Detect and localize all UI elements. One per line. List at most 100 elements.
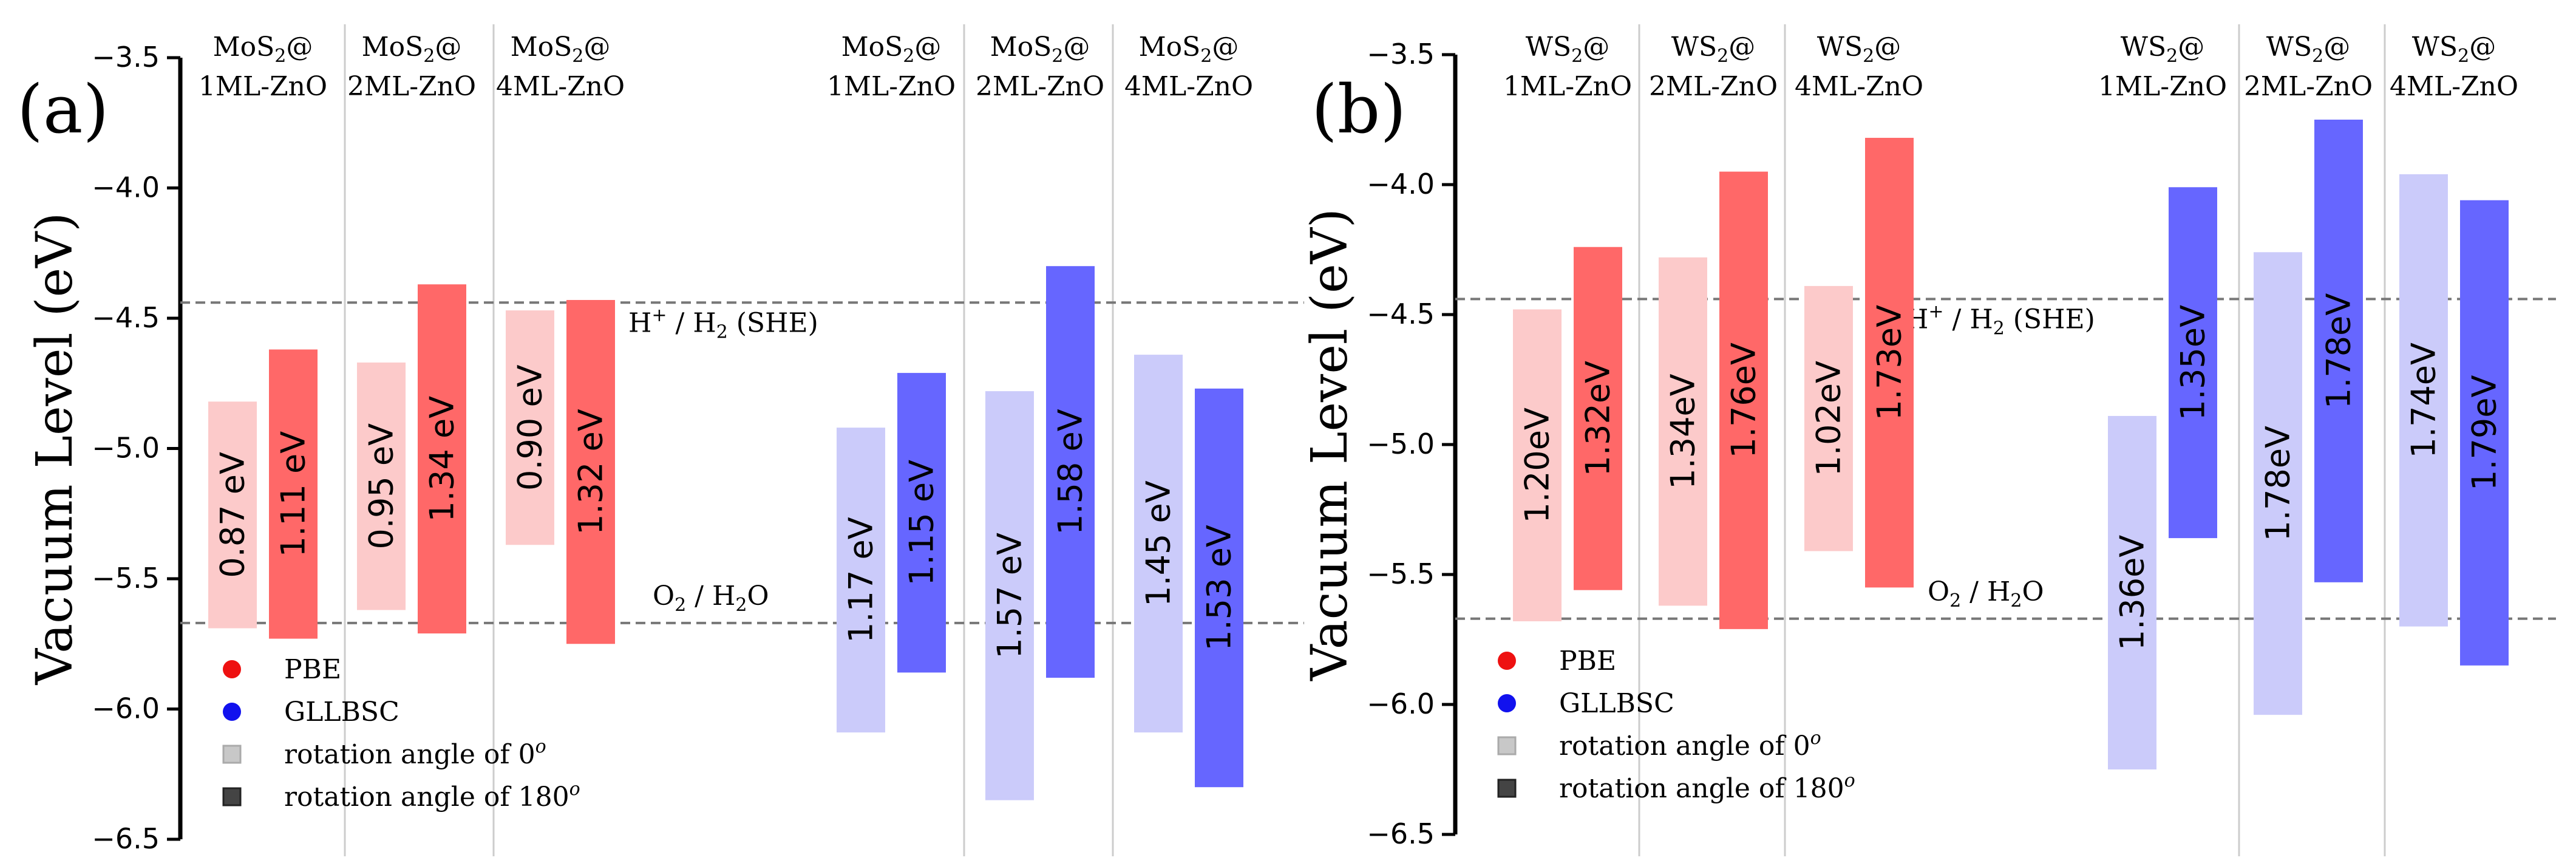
group-header-substrate: 4ML-ZnO [496,71,625,102]
y-tick-label: −5.0 [1367,428,1435,460]
y-tick-label: −5.5 [1367,557,1435,590]
bar-pbe-0 [208,401,257,629]
group-header-substrate: 1ML-ZnO [1503,71,1632,102]
bar-pbe-180 [566,299,615,644]
group-header-title: MoS2@ [213,32,313,67]
legend-marker-angle-180 [222,787,242,806]
bar-gap-label: 0.90 eV [511,364,549,491]
group-header-title: WS2@ [1817,32,1901,67]
bar-gap-label: 1.32eV [1579,361,1617,476]
group-header-substrate: 1ML-ZnO [827,71,956,102]
group-header-title: MoS2@ [990,32,1090,67]
bar-gllbsc-0 [837,428,885,733]
legend-marker-angle-180 [1497,779,1517,798]
bar-gap-label: 1.34eV [1664,373,1702,489]
group-header-title: MoS2@ [841,32,942,67]
bar-gap-label: 1.45 eV [1140,480,1178,607]
legend-marker-gllbsc [223,703,241,721]
bar-gllbsc-0 [1134,355,1183,733]
reference-line-label: H+ / H2 (SHE) [628,304,818,343]
panel-label: (a) [17,70,109,148]
y-tick-label: −4.0 [92,171,160,204]
group-header-substrate: 2ML-ZnO [2244,71,2373,102]
y-tick-label: −4.5 [92,301,160,334]
bar-gllbsc-0 [2108,415,2156,769]
bar-gap-label: 1.34 eV [423,396,461,522]
group-header-title: MoS2@ [362,32,462,67]
bar-gllbsc-180 [1195,388,1243,788]
bar-gap-label: 1.76eV [1725,343,1763,458]
bar-gap-label: 1.32 eV [572,409,610,535]
group-header-title: WS2@ [2412,32,2496,67]
bar-gllbsc-180 [2314,120,2363,582]
bar-pbe-0 [1513,309,1562,622]
bar-gllbsc-0 [985,391,1034,800]
bar-gllbsc-180 [2460,200,2509,666]
group-header-substrate: 2ML-ZnO [347,71,476,102]
panel-a: (a) Vacuum Level (eV) −3.5 −4.0 −4.5 −5.0 −5.5… [17,24,1304,856]
panel-label: (b) [1311,70,1406,148]
y-tick-label: −6.5 [92,822,160,855]
bar-gllbsc-180 [1046,266,1095,678]
legend-label: rotation angle of 0o [284,736,546,770]
y-tick-label: −5.5 [92,562,160,595]
y-tick-label: −6.5 [1367,817,1435,850]
bar-pbe-0 [506,310,554,545]
bar-pbe-180 [418,284,466,634]
bar-gap-label: 1.02eV [1810,361,1848,476]
group-header-title: WS2@ [1671,32,1755,67]
group-header-substrate: 4ML-ZnO [1124,71,1253,102]
y-tick-label: −6.0 [1367,687,1435,720]
bar-gap-label: 1.57 eV [991,533,1029,659]
group-header-substrate: 1ML-ZnO [199,71,327,102]
legend-label: rotation angle of 180o [1559,770,1855,804]
bar-gap-label: 1.78eV [2320,293,2358,409]
legend-marker-gllbsc [1498,694,1516,712]
legend-marker-angle-0 [1497,736,1517,755]
bar-gap-label: 1.73eV [1871,305,1909,420]
group-header-title: MoS2@ [1139,32,1239,67]
legend-label: rotation angle of 180o [284,779,580,813]
legend-label: rotation angle of 0o [1559,728,1821,762]
y-tick-label: −3.5 [92,41,160,73]
bar-pbe-0 [1659,257,1707,606]
y-tick-label: −5.0 [92,432,160,465]
reference-line-label: O2 / H2O [1928,576,2044,612]
bar-gap-label: 1.78eV [2259,426,2297,541]
bar-pbe-0 [1804,285,1853,551]
bar-gap-label: 1.17 eV [842,517,880,643]
bar-pbe-180 [1865,137,1914,588]
bar-gap-label: 1.36eV [2113,535,2152,650]
group-header-substrate: 4ML-ZnO [2390,71,2518,102]
y-tick-label: −6.0 [92,692,160,725]
legend-label: PBE [1559,646,1616,677]
group-header-substrate: 4ML-ZnO [1795,71,1923,102]
group-header-substrate: 2ML-ZnO [976,71,1104,102]
group-header-title: WS2@ [2121,32,2204,67]
y-tick-label: −4.0 [1367,168,1435,200]
bar-pbe-180 [1719,171,1768,629]
bar-gllbsc-180 [2169,187,2217,539]
legend-label: GLLBSC [1559,688,1674,719]
y-tick-label: −3.5 [1367,38,1435,70]
bar-gap-label: 1.74eV [2405,343,2443,458]
bar-gap-label: 1.58 eV [1052,409,1090,535]
bar-gap-label: 0.87 eV [214,452,252,578]
bar-gap-label: 1.79eV [2466,375,2504,490]
legend-label: PBE [284,654,341,685]
bar-gap-label: 1.11 eV [274,431,313,557]
y-tick-label: −4.5 [1367,298,1435,330]
bar-pbe-0 [357,362,406,610]
group-header-title: WS2@ [1526,32,1609,67]
y-axis-label: Vacuum Level (eV) [26,213,84,686]
reference-line-label: O2 / H2O [653,581,769,616]
legend-marker-pbe [223,660,241,678]
panel-b: (b) Vacuum Level (eV) −3.5 −4.0 −4.5 −5.0 −5.5… [1301,24,2556,856]
bar-gap-label: 0.95 eV [362,423,401,550]
bar-gap-label: 1.20eV [1518,407,1557,523]
legend-marker-pbe [1498,652,1516,670]
bar-gllbsc-0 [2254,252,2302,715]
bar-pbe-180 [1574,247,1622,590]
bar-pbe-180 [269,349,318,639]
